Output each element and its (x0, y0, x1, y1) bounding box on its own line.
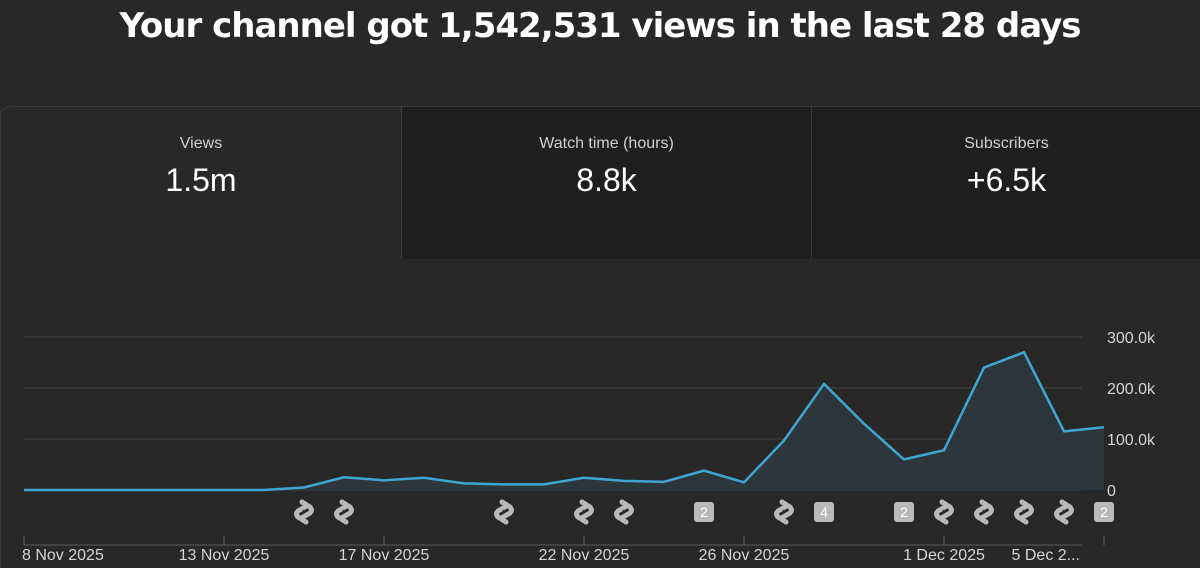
y-tick-label: 200.0k (1107, 381, 1156, 398)
data-point[interactable] (299, 482, 309, 492)
upload-count-marker[interactable]: 4 (814, 502, 834, 522)
y-tick-label: 100.0k (1107, 432, 1156, 449)
metric-tabs: Views 1.5m Watch time (hours) 8.8k Subsc… (1, 107, 1200, 259)
tab-subscribers[interactable]: Subscribers +6.5k (811, 107, 1200, 259)
x-tick-label: 5 Dec 2... (1012, 547, 1080, 564)
data-point[interactable] (19, 485, 29, 495)
data-point[interactable] (899, 454, 909, 464)
x-tick-label: 26 Nov 2025 (699, 547, 790, 564)
data-point[interactable] (859, 419, 869, 429)
data-point[interactable] (1059, 426, 1069, 436)
data-point[interactable] (539, 479, 549, 489)
tab-subscribers-value: +6.5k (966, 162, 1047, 198)
data-point[interactable] (939, 445, 949, 455)
tab-watch-time-value: 8.8k (576, 162, 637, 198)
x-tick-label: 13 Nov 2025 (179, 547, 270, 564)
data-point[interactable] (419, 473, 429, 483)
y-tick-label: 0 (1107, 483, 1116, 500)
data-point[interactable] (139, 485, 149, 495)
x-tick-label: 8 Nov 2025 (22, 547, 104, 564)
shorts-icon[interactable] (494, 499, 514, 525)
upload-count-marker[interactable]: 2 (894, 502, 914, 522)
shorts-icon[interactable] (1014, 499, 1034, 525)
data-point[interactable] (99, 485, 109, 495)
data-point[interactable] (259, 485, 269, 495)
data-point[interactable] (819, 379, 829, 389)
data-point[interactable] (1099, 422, 1109, 432)
tab-views[interactable]: Views 1.5m (1, 107, 401, 259)
tab-views-value: 1.5m (165, 162, 237, 198)
shorts-icon[interactable] (934, 499, 954, 525)
shorts-icon[interactable] (614, 499, 634, 525)
x-tick-label: 17 Nov 2025 (339, 547, 430, 564)
data-point[interactable] (219, 485, 229, 495)
data-point[interactable] (659, 477, 669, 487)
data-point[interactable] (339, 472, 349, 482)
svg-text:2: 2 (1100, 504, 1108, 520)
shorts-icon[interactable] (334, 499, 354, 525)
svg-text:2: 2 (700, 504, 708, 520)
data-point[interactable] (379, 475, 389, 485)
upload-count-marker[interactable]: 2 (1094, 502, 1114, 522)
shorts-icon[interactable] (974, 499, 994, 525)
x-tick-label: 1 Dec 2025 (903, 547, 985, 564)
svg-text:2: 2 (900, 504, 908, 520)
views-line (24, 351, 1105, 492)
page-title: Your channel got 1,542,531 views in the … (119, 6, 1081, 46)
y-tick-label: 300.0k (1107, 330, 1156, 347)
data-point[interactable] (59, 485, 69, 495)
svg-text:4: 4 (820, 504, 828, 520)
x-tick-label: 22 Nov 2025 (539, 547, 630, 564)
data-point[interactable] (579, 473, 589, 483)
data-point[interactable] (979, 363, 989, 373)
shorts-icon[interactable] (574, 499, 594, 525)
data-point[interactable] (499, 479, 509, 489)
shorts-icon[interactable] (294, 499, 314, 525)
tab-watch-time-label: Watch time (hours) (539, 135, 674, 152)
data-point[interactable] (739, 477, 749, 487)
shorts-icon[interactable] (1054, 499, 1074, 525)
data-point[interactable] (779, 436, 789, 446)
tab-watch-time[interactable]: Watch time (hours) 8.8k (401, 107, 811, 259)
data-point[interactable] (619, 476, 629, 486)
upload-count-marker[interactable]: 2 (694, 502, 714, 522)
data-point[interactable] (1019, 347, 1029, 357)
tab-subscribers-label: Subscribers (964, 135, 1049, 152)
tab-views-label: Views (179, 135, 223, 152)
data-point[interactable] (179, 485, 189, 495)
data-point[interactable] (459, 478, 469, 488)
data-point[interactable] (699, 466, 709, 476)
views-area (24, 352, 1104, 490)
shorts-icon[interactable] (774, 499, 794, 525)
